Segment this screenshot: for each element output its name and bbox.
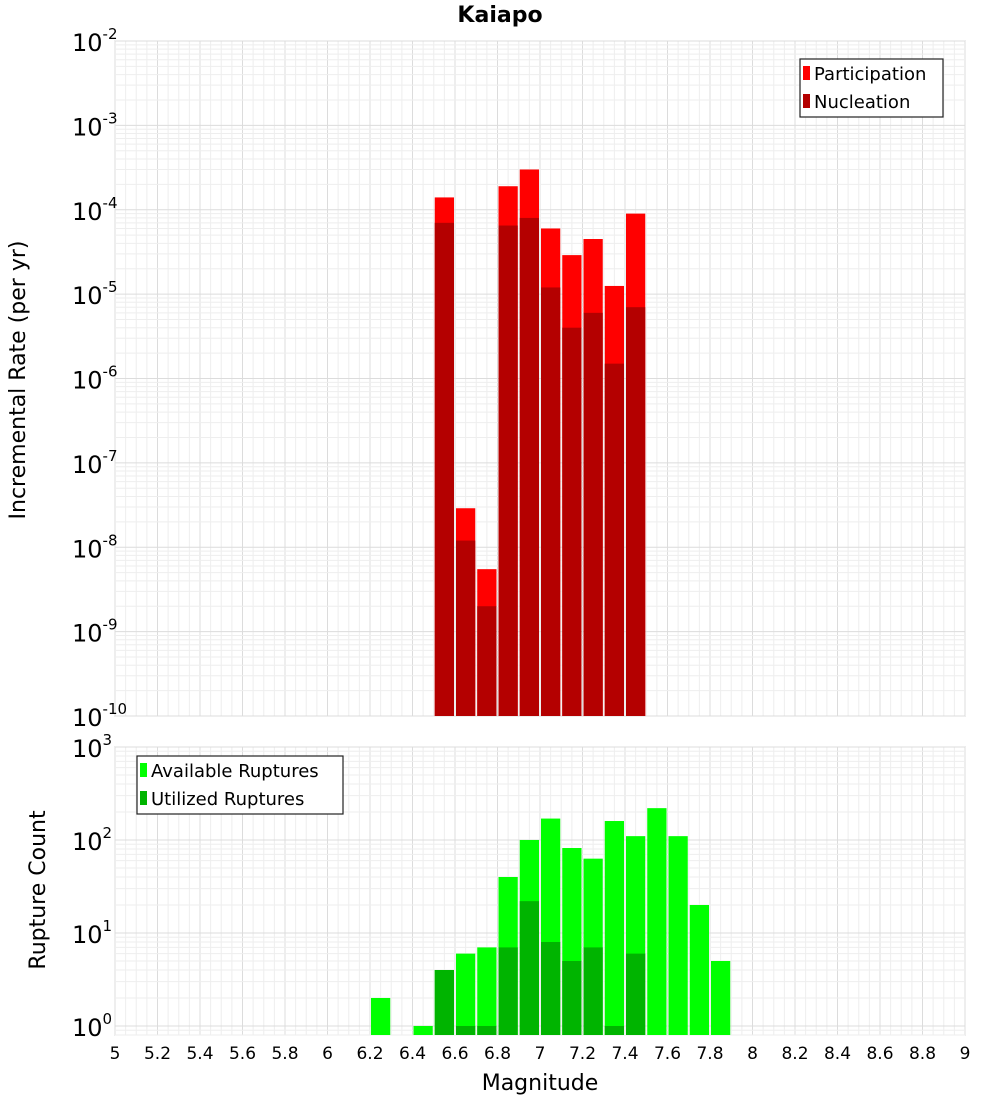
x-tick-label: 8.8 bbox=[909, 1044, 936, 1064]
y-tick-label: 103 bbox=[72, 731, 112, 763]
y-tick-label: 10-5 bbox=[72, 278, 118, 310]
nucleation-bar bbox=[541, 287, 561, 716]
y-tick-label: 100 bbox=[72, 1010, 112, 1042]
nucleation-bar bbox=[434, 222, 454, 716]
x-tick-label: 7.6 bbox=[654, 1044, 681, 1064]
y-tick-label: 10-8 bbox=[72, 531, 118, 563]
x-tick-label: 8.2 bbox=[781, 1044, 808, 1064]
available-ruptures-bar bbox=[371, 997, 391, 1035]
y-tick-label: 102 bbox=[72, 824, 112, 856]
utilized-ruptures-bar bbox=[541, 942, 561, 1035]
x-tick-label: 7.8 bbox=[696, 1044, 723, 1064]
utilized-ruptures-bar bbox=[626, 953, 646, 1035]
x-tick-label: 5.6 bbox=[229, 1044, 256, 1064]
nucleation-bar bbox=[562, 327, 582, 716]
utilized-ruptures-bar bbox=[583, 947, 603, 1035]
utilized-ruptures-bar bbox=[562, 960, 582, 1035]
legend-label-available-ruptures: Available Ruptures bbox=[151, 761, 319, 782]
chart-title: Kaiapo bbox=[457, 3, 542, 28]
available-ruptures-bar bbox=[668, 836, 688, 1035]
top-legend: Participation Nucleation bbox=[799, 58, 944, 118]
x-axis-label: Magnitude bbox=[482, 1071, 599, 1096]
nucleation-bar bbox=[477, 606, 497, 716]
legend-label-participation: Participation bbox=[814, 64, 926, 85]
x-tick-label: 6 bbox=[322, 1044, 333, 1064]
x-tick-label: 8.4 bbox=[824, 1044, 851, 1064]
y-tick-label: 10-10 bbox=[72, 700, 127, 732]
y-tick-label: 10-4 bbox=[72, 194, 118, 226]
x-tick-label: 7.2 bbox=[569, 1044, 596, 1064]
x-tick-label: 6.4 bbox=[399, 1044, 426, 1064]
nucleation-bar bbox=[519, 217, 539, 716]
legend-label-nucleation: Nucleation bbox=[814, 92, 910, 113]
x-tick-label: 5.4 bbox=[186, 1044, 213, 1064]
bottom-legend-box bbox=[136, 755, 344, 815]
utilized-ruptures-bar bbox=[519, 901, 539, 1035]
top-plot-area: 10-2 10-3 10-4 10-5 10-6 10-7 10-8 10-9 10-10 bbox=[72, 25, 966, 732]
y-tick-label: 10-9 bbox=[72, 616, 118, 648]
x-tick-label: 5 bbox=[110, 1044, 121, 1064]
available-ruptures-bar bbox=[477, 947, 497, 1035]
x-tick-label: 6.8 bbox=[484, 1044, 511, 1064]
available-ruptures-bar bbox=[711, 960, 731, 1035]
x-tick-label: 5.2 bbox=[144, 1044, 171, 1064]
x-tick-label: 6.2 bbox=[356, 1044, 383, 1064]
x-tick-labels: 5 5.2 5.4 5.6 5.8 6 6.2 6.4 6.6 6.8 7 7.2 7.4 7.6 7.8 8… bbox=[110, 1044, 971, 1064]
x-tick-label: 7.4 bbox=[611, 1044, 638, 1064]
y-tick-label: 10-6 bbox=[72, 363, 118, 395]
available-ruptures-bar bbox=[604, 821, 624, 1035]
x-tick-label: 8.6 bbox=[866, 1044, 893, 1064]
x-tick-label: 7 bbox=[535, 1044, 546, 1064]
y-tick-label: 10-2 bbox=[72, 25, 118, 57]
bottom-y-axis-label: Rupture Count bbox=[26, 810, 51, 970]
x-tick-label: 6.6 bbox=[441, 1044, 468, 1064]
legend-label-utilized-ruptures: Utilized Ruptures bbox=[151, 789, 304, 810]
utilized-ruptures-bar bbox=[498, 947, 518, 1035]
top-legend-box bbox=[799, 58, 944, 118]
y-tick-label: 10-7 bbox=[72, 447, 118, 479]
available-ruptures-bar bbox=[647, 808, 667, 1035]
nucleation-bar bbox=[604, 363, 624, 716]
nucleation-bar bbox=[626, 307, 646, 716]
available-ruptures-bar bbox=[413, 1025, 433, 1035]
top-y-axis-label: Incremental Rate (per yr) bbox=[6, 241, 31, 520]
utilized-ruptures-bar bbox=[604, 1025, 624, 1035]
legend-swatch-utilized bbox=[140, 791, 147, 805]
available-ruptures-bar bbox=[456, 953, 476, 1035]
nucleation-bar bbox=[583, 312, 603, 716]
y-tick-label: 101 bbox=[72, 917, 112, 949]
x-tick-label: 8 bbox=[747, 1044, 758, 1064]
utilized-ruptures-bar bbox=[456, 1025, 476, 1035]
nucleation-bar bbox=[498, 225, 518, 716]
available-ruptures-bar bbox=[689, 904, 709, 1035]
legend-swatch-available bbox=[140, 763, 147, 777]
legend-swatch-nucleation bbox=[803, 94, 810, 108]
utilized-ruptures-bar bbox=[477, 1025, 497, 1035]
utilized-ruptures-bar bbox=[434, 969, 454, 1035]
x-tick-label: 5.8 bbox=[271, 1044, 298, 1064]
bottom-legend: Available Ruptures Utilized Ruptures bbox=[136, 755, 344, 815]
x-tick-label: 9 bbox=[960, 1044, 971, 1064]
y-tick-label: 10-3 bbox=[72, 109, 118, 141]
legend-swatch-participation bbox=[803, 66, 810, 80]
nucleation-bar bbox=[456, 540, 476, 716]
